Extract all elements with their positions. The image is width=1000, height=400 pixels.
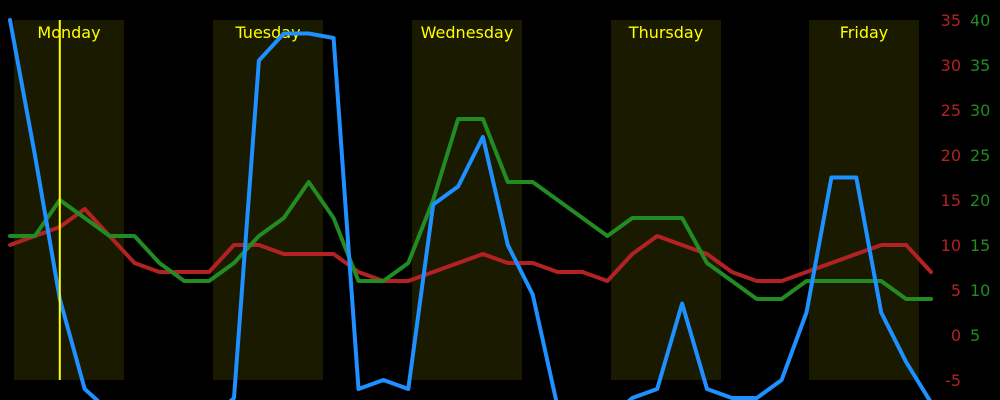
day-label-friday: Friday xyxy=(840,23,889,42)
day-band-thursday xyxy=(611,20,721,380)
left-axis-tick: 15 xyxy=(941,191,961,210)
left-axis-tick: 30 xyxy=(941,56,961,75)
right-axis-tick: 30 xyxy=(970,101,990,120)
right-axis-tick: 25 xyxy=(970,146,990,165)
series-line-red xyxy=(8,207,933,283)
right-axis-tick: 15 xyxy=(970,236,990,255)
right-axis-tick: 35 xyxy=(970,56,990,75)
left-axis-tick: 25 xyxy=(941,101,961,120)
series-lines xyxy=(8,18,933,400)
left-axis-ticks: -5 0 5 10 15 20 25 30 35 xyxy=(941,11,961,390)
day-label-monday: Monday xyxy=(37,23,100,42)
right-axis-tick: 40 xyxy=(970,11,990,30)
left-axis-tick: 35 xyxy=(941,11,961,30)
right-axis-tick: 10 xyxy=(970,281,990,300)
day-band-wednesday xyxy=(412,20,522,380)
left-axis-tick: 20 xyxy=(941,146,961,165)
day-bands xyxy=(14,20,919,380)
day-labels: Monday Tuesday Wednesday Thursday Friday xyxy=(37,23,888,42)
series-line-blue xyxy=(8,18,932,400)
right-axis-tick: 20 xyxy=(970,191,990,210)
day-band-monday xyxy=(14,20,124,380)
left-axis-tick: 0 xyxy=(951,326,961,345)
left-axis-tick: -5 xyxy=(945,371,961,390)
day-label-thursday: Thursday xyxy=(628,23,703,42)
day-label-tuesday: Tuesday xyxy=(234,23,300,42)
left-axis-tick: 5 xyxy=(951,281,961,300)
left-axis-tick: 10 xyxy=(941,236,961,255)
day-label-wednesday: Wednesday xyxy=(421,23,514,42)
series-line-green xyxy=(8,117,933,301)
day-band-tuesday xyxy=(213,20,323,380)
right-axis-tick: 5 xyxy=(970,326,980,345)
right-axis-ticks: 5 10 15 20 25 30 35 40 xyxy=(970,11,990,345)
